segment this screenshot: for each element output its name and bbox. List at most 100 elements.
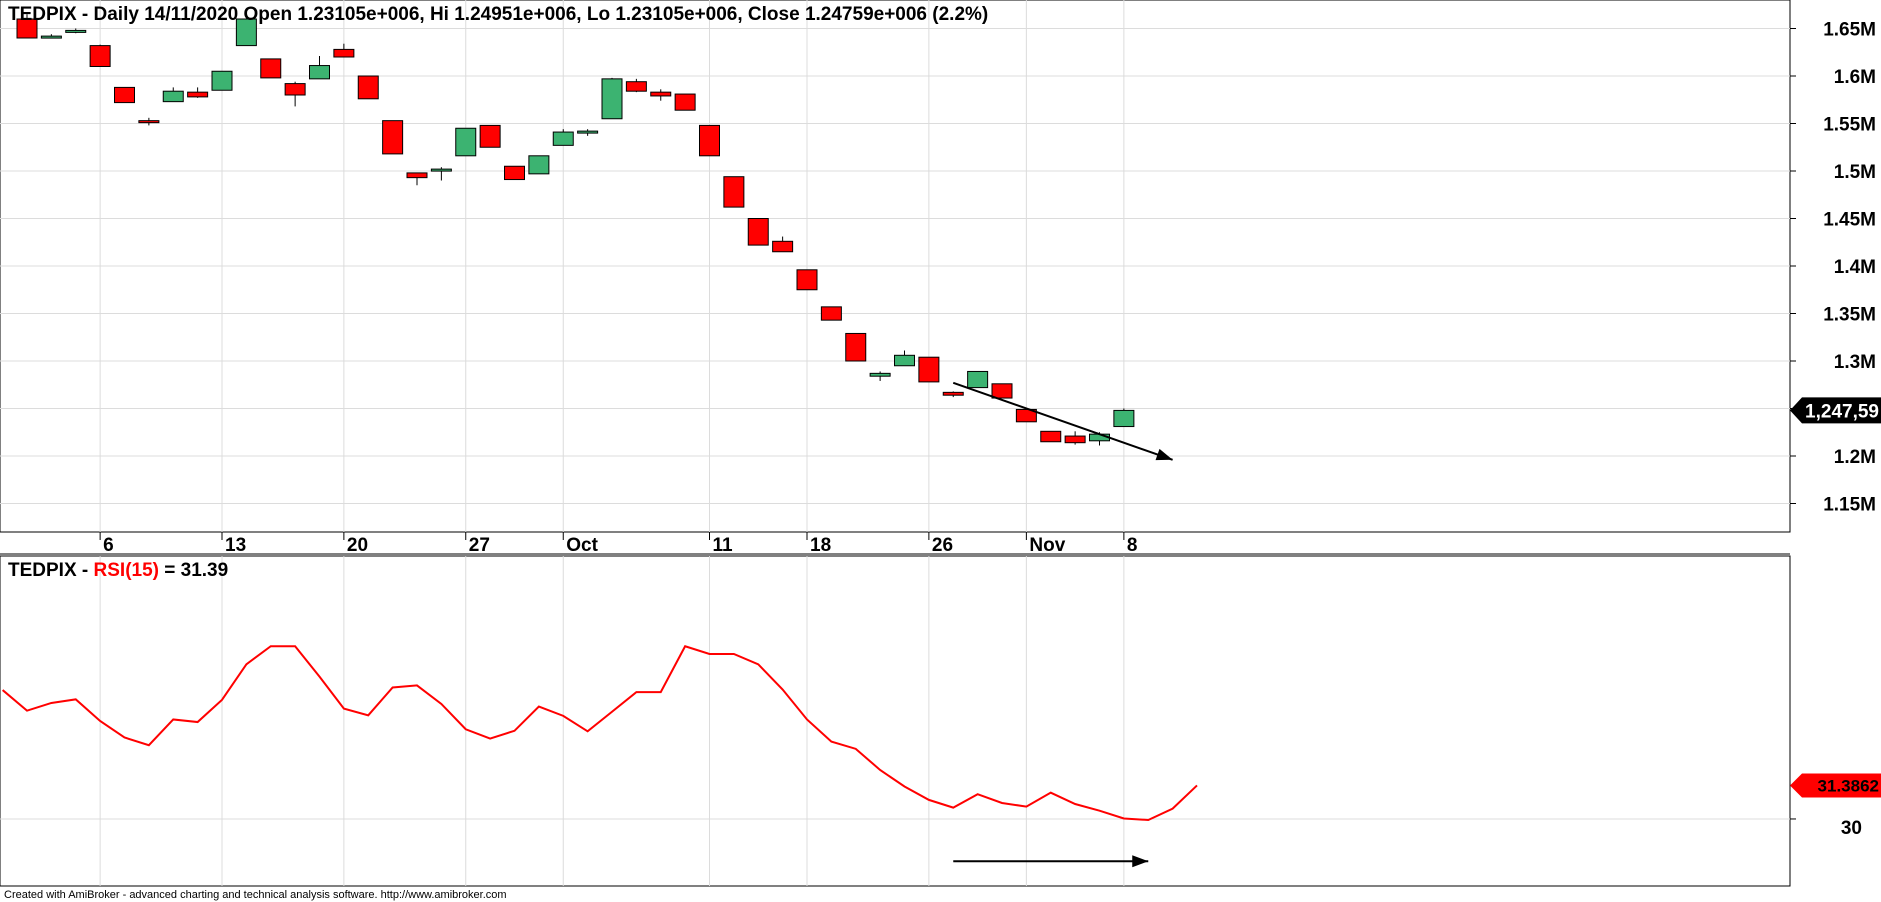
candle-body xyxy=(845,332,867,362)
candle-body xyxy=(699,124,720,157)
candle xyxy=(991,383,1013,399)
candle xyxy=(601,77,623,120)
price-y-tick-label: 1.3M xyxy=(1834,352,1876,373)
candle xyxy=(1113,408,1135,428)
candle xyxy=(894,350,915,367)
candle-body xyxy=(235,18,257,47)
candle-body xyxy=(309,65,330,80)
candle xyxy=(40,34,62,39)
candle xyxy=(455,127,477,157)
last-rsi-label: 31.3862 xyxy=(1818,776,1879,795)
candle xyxy=(772,236,794,253)
candle xyxy=(504,165,525,181)
candle-body xyxy=(894,354,915,367)
price-panel-title: TEDPIX - Daily 14/11/2020 Open 1.23105e+… xyxy=(8,4,988,25)
price-y-tick-label: 1.45M xyxy=(1823,210,1876,231)
rsi-separator: - xyxy=(77,560,94,581)
candle-body xyxy=(869,372,891,377)
last-price-label: 1,247,59 xyxy=(1805,401,1879,422)
candle xyxy=(211,70,233,91)
candle xyxy=(552,129,574,146)
candle xyxy=(382,120,404,155)
candle xyxy=(625,78,647,93)
price-y-tick-label: 1.2M xyxy=(1834,447,1876,468)
price-grid xyxy=(0,0,1790,532)
price-y-tick-label: 1.5M xyxy=(1834,162,1876,183)
candle xyxy=(406,172,428,186)
candle xyxy=(845,332,867,362)
candle xyxy=(747,218,769,246)
date-tick-label: 13 xyxy=(225,535,246,556)
rsi-y-tick-label: 30 xyxy=(1841,818,1862,839)
candle xyxy=(16,14,38,39)
price-ohlc-info: - Daily 14/11/2020 Open 1.23105e+006, Hi… xyxy=(77,4,989,25)
candle xyxy=(796,269,818,291)
price-y-tick-label: 1.15M xyxy=(1823,495,1876,516)
candle xyxy=(650,89,672,101)
price-y-tick-label: 1.4M xyxy=(1834,257,1876,278)
rsi-y-axis: 30 xyxy=(1790,818,1862,839)
candle xyxy=(235,18,257,47)
date-tick-label: 27 xyxy=(469,535,490,556)
candle-body xyxy=(674,93,696,111)
candle-body xyxy=(772,240,794,253)
rsi-panel: 30 31.3862 TEDPIX - RSI(15) = 31.39 xyxy=(0,555,1881,887)
candle-body xyxy=(577,130,599,134)
candle-body xyxy=(552,131,574,146)
date-axis: 6 13 20 27 Oct 11 18 26 Nov 8 xyxy=(0,532,1790,556)
candle-body xyxy=(40,35,62,39)
candle-body xyxy=(187,91,209,98)
date-tick-label: 6 xyxy=(103,535,114,556)
candle xyxy=(333,43,355,58)
rsi-grid xyxy=(0,556,1790,886)
candle-body xyxy=(1113,409,1135,428)
price-candles xyxy=(16,14,1135,446)
candle xyxy=(284,81,306,107)
candle-body xyxy=(406,172,428,179)
rsi-plot-frame xyxy=(0,555,1791,887)
rsi-panel-title: TEDPIX - RSI(15) = 31.39 xyxy=(8,560,228,581)
date-tick-label: 8 xyxy=(1127,535,1138,556)
candle xyxy=(1064,431,1086,445)
candle-body xyxy=(820,306,842,321)
candle xyxy=(357,75,379,100)
candle-body xyxy=(138,120,160,124)
candle xyxy=(260,58,282,79)
candle xyxy=(869,371,891,381)
candle-body xyxy=(723,176,745,208)
candle xyxy=(577,129,599,136)
candle xyxy=(967,370,989,389)
candle-body xyxy=(89,45,111,67)
footer-credit: Created with AmiBroker - advanced charti… xyxy=(4,889,507,901)
date-tick-label: 20 xyxy=(347,535,368,556)
candle-body xyxy=(430,168,452,172)
candle xyxy=(528,155,550,175)
last-rsi-badge xyxy=(1790,773,1881,798)
candle-body xyxy=(918,356,940,383)
candle xyxy=(430,167,452,181)
candle-body xyxy=(382,120,404,155)
rsi-indicator-name: RSI(15) xyxy=(94,560,159,581)
last-price-marker: 1,247,59 xyxy=(1790,397,1881,424)
candle-body xyxy=(991,383,1013,399)
candle xyxy=(723,176,745,208)
price-y-tick-label: 1.55M xyxy=(1823,115,1876,136)
date-tick-label: 26 xyxy=(932,535,953,556)
rsi-current-value: = 31.39 xyxy=(159,560,228,581)
candle-body xyxy=(504,165,525,181)
price-symbol: TEDPIX xyxy=(8,4,77,25)
candle-body xyxy=(650,91,672,97)
candle-body xyxy=(455,127,477,157)
date-tick-label: 11 xyxy=(713,535,734,556)
candle-body xyxy=(333,48,355,58)
candle xyxy=(918,356,940,383)
candle xyxy=(65,28,87,34)
candle-body xyxy=(65,29,87,33)
candle-body xyxy=(211,70,233,91)
candle xyxy=(699,124,720,157)
price-y-tick-label: 1.65M xyxy=(1823,20,1876,41)
candle-body xyxy=(357,75,379,100)
price-trend-arrow-head xyxy=(1155,448,1173,461)
